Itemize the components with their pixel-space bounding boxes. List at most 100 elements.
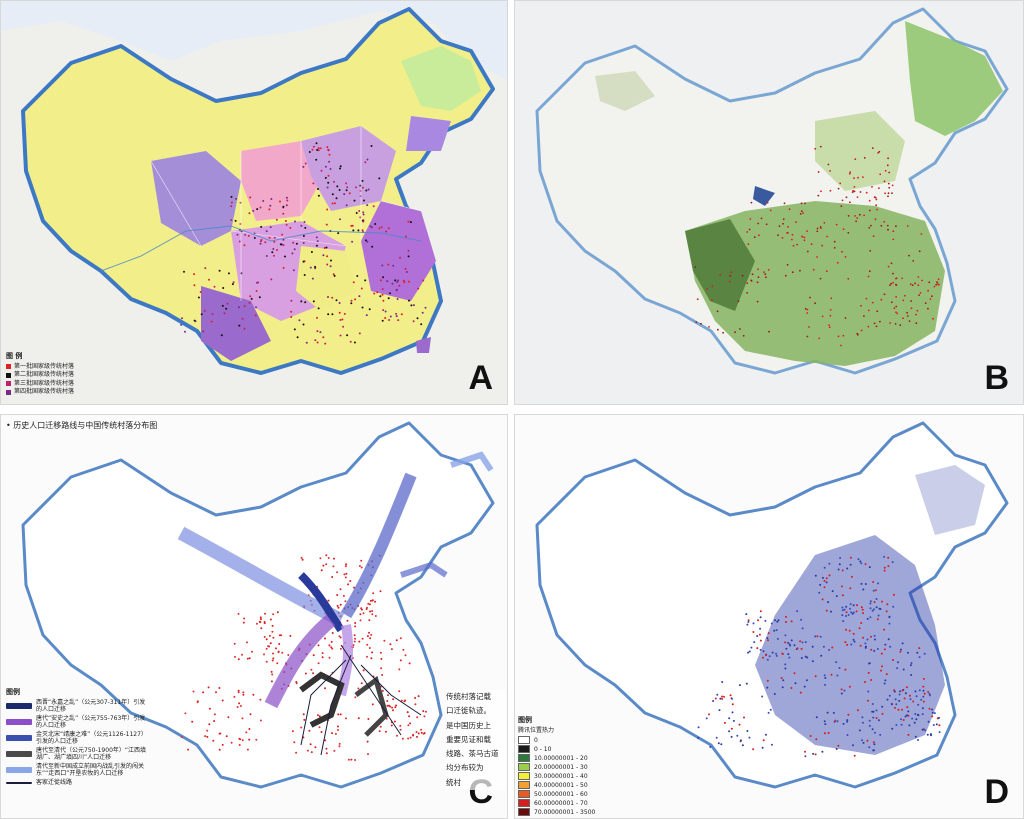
village-dot [883, 628, 886, 631]
village-dot [844, 317, 847, 319]
village-dot [223, 312, 226, 315]
village-dot [756, 635, 759, 637]
village-dot [354, 637, 357, 640]
village-dot [879, 320, 881, 323]
village-dot [936, 282, 939, 285]
village-dot [843, 608, 846, 611]
village-dot [343, 573, 346, 576]
village-dot [252, 209, 255, 212]
village-dot [368, 619, 371, 622]
village-dot [399, 728, 402, 731]
village-dot [371, 245, 374, 248]
village-dot [271, 630, 274, 633]
village-dot [814, 574, 817, 577]
village-dot [907, 710, 910, 713]
village-dot [269, 226, 272, 229]
village-dot [302, 713, 305, 716]
village-dot [347, 583, 350, 586]
village-dot [397, 319, 400, 322]
village-dot [738, 684, 741, 687]
legend-d-subtitle: 腾讯位置热力 [518, 726, 555, 734]
legend-a-swatch-1 [6, 364, 11, 369]
village-dot [833, 247, 836, 249]
village-dot [257, 281, 260, 284]
village-dot [914, 713, 917, 715]
village-dot [860, 562, 863, 565]
village-dot [396, 734, 398, 737]
legend-d-item-4: 20.00000001 - 30 [518, 763, 595, 772]
legend-d-label-2: 0 - 10 [534, 745, 552, 753]
callout-line-7: 统村 [446, 777, 461, 787]
village-dot [791, 271, 794, 274]
village-dot [773, 629, 776, 632]
village-dot [730, 727, 733, 730]
village-dot [422, 279, 425, 282]
village-dot [868, 566, 871, 569]
village-dot [835, 595, 838, 598]
village-dot [360, 682, 363, 685]
village-dot [721, 695, 723, 698]
village-dot [817, 194, 820, 197]
village-dot [743, 716, 745, 719]
village-dot [869, 616, 872, 619]
village-dot [272, 248, 275, 250]
village-dot [827, 601, 830, 604]
village-dot [400, 313, 403, 316]
legend-a-swatch-2 [6, 372, 11, 378]
village-dot [916, 651, 919, 654]
village-dot [722, 331, 724, 334]
village-dot [918, 294, 920, 296]
legend-d-item-3: 10.00000001 - 20 [518, 754, 595, 763]
legend-c-swatch-5 [6, 767, 32, 774]
village-dot [339, 713, 342, 716]
village-dot [811, 660, 814, 663]
village-dot [402, 648, 405, 651]
village-dot [883, 682, 886, 685]
village-dot [339, 319, 342, 321]
village-dot [316, 240, 319, 243]
village-dot [369, 637, 372, 640]
village-dot [938, 284, 940, 286]
village-dot [928, 281, 931, 284]
legend-c-item-3: 金灭北宋“靖康之难”（公元1126-1127）引发的人口迁移 [6, 731, 146, 746]
village-dot [828, 562, 831, 565]
village-dot [931, 715, 934, 718]
village-dot [792, 244, 795, 247]
village-dot [899, 324, 902, 326]
migration-arrow-northwest [177, 526, 345, 627]
village-dot [830, 673, 833, 676]
village-dot [873, 649, 876, 652]
village-dot [354, 696, 357, 699]
village-dot [850, 575, 853, 578]
village-dot [395, 315, 398, 318]
village-dot [931, 295, 933, 298]
village-dot [819, 635, 822, 638]
village-dot [793, 644, 796, 647]
village-dot [320, 731, 323, 733]
village-dot [865, 191, 868, 194]
village-dot [296, 336, 299, 339]
village-dot [846, 734, 849, 736]
village-dot [841, 614, 844, 617]
village-dot [383, 639, 386, 642]
village-dot [264, 241, 267, 244]
village-dot [358, 332, 361, 335]
village-dot [301, 558, 304, 561]
village-dot [750, 646, 753, 649]
village-dot [814, 753, 817, 756]
village-dot [716, 310, 719, 313]
village-dot [869, 607, 872, 610]
village-dot [336, 185, 339, 188]
village-dot [757, 619, 759, 622]
village-dot [836, 720, 839, 723]
village-dot [304, 301, 307, 304]
village-dot [852, 604, 855, 607]
village-dot [828, 574, 831, 577]
village-dot [333, 749, 336, 752]
village-dot [781, 652, 784, 655]
village-dot [248, 728, 251, 730]
village-dot [840, 688, 843, 691]
village-dot [399, 724, 402, 727]
forest-northeast [905, 21, 1003, 136]
village-dot [268, 208, 271, 211]
